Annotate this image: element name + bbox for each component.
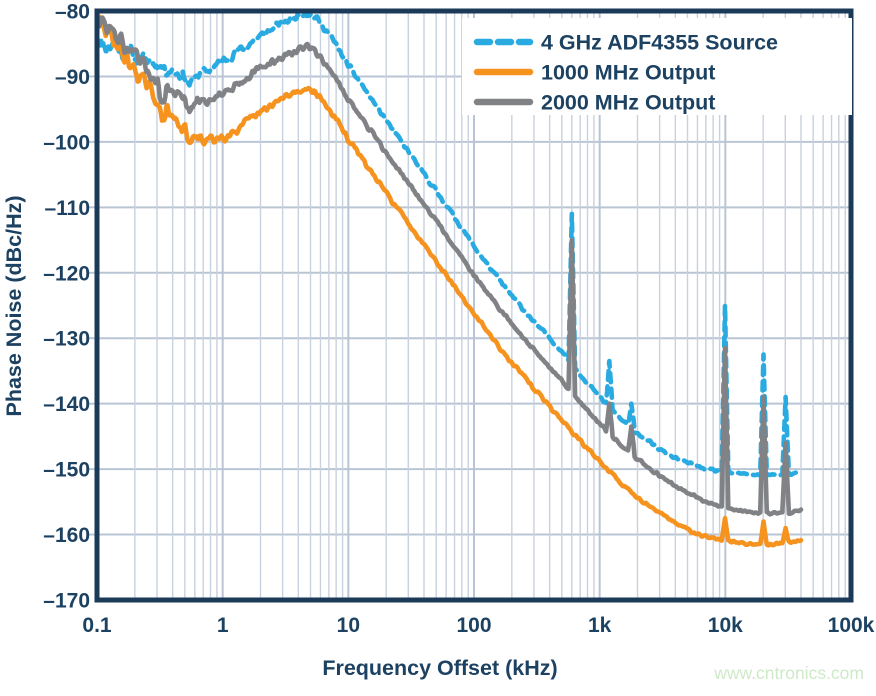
legend-item-2000mhz: 2000 MHz Output: [473, 91, 715, 115]
legend-label-1000mhz: 1000 MHz Output: [541, 61, 715, 85]
x-tick-0.1: 0.1: [82, 614, 112, 637]
y-tick--140: –140: [43, 393, 90, 416]
legend-item-source: 4 GHz ADF4355 Source: [473, 31, 778, 55]
y-tick--170: –170: [43, 590, 90, 613]
y-tick--160: –160: [43, 524, 90, 547]
y-tick--100: –100: [43, 131, 90, 154]
y-tick--150: –150: [43, 459, 90, 482]
x-tick-10: 10: [337, 614, 360, 637]
x-axis-title: Frequency Offset (kHz): [322, 656, 557, 680]
curve-4-ghz-adf4355-source: [97, 11, 804, 478]
plot-border: [94, 8, 854, 603]
legend-item-1000mhz: 1000 MHz Output: [473, 61, 715, 85]
y-tick--130: –130: [43, 328, 90, 351]
x-tick-100: 100: [456, 614, 491, 637]
x-tick-1k: 1k: [588, 614, 612, 637]
legend-label-source: 4 GHz ADF4355 Source: [541, 31, 778, 55]
curve-2000-mhz-output: [97, 15, 804, 517]
x-axis-tick-labels: 0.1 1 10 100 1k 10k 100k: [82, 614, 874, 637]
x-tick-1: 1: [217, 614, 229, 637]
legend: 4 GHz ADF4355 Source 1000 MHz Output 200…: [462, 18, 852, 115]
x-tick-10k: 10k: [708, 614, 743, 637]
watermark: www.cntronics.com: [713, 663, 864, 683]
curve-1000-mhz-output: [97, 14, 804, 548]
y-tick--120: –120: [43, 262, 90, 285]
legend-label-2000mhz: 2000 MHz Output: [541, 91, 715, 115]
curves: [97, 11, 804, 548]
y-axis-tick-labels: –80 –90 –100 –110 –120 –130 –140 –150 –160 –170: [43, 1, 90, 613]
y-tick--110: –110: [44, 197, 90, 220]
y-tick--80: –80: [55, 1, 90, 24]
y-tick--90: –90: [55, 66, 90, 89]
y-axis-title: Phase Noise (dBc/Hz): [2, 195, 26, 416]
x-tick-100k: 100k: [828, 614, 875, 637]
